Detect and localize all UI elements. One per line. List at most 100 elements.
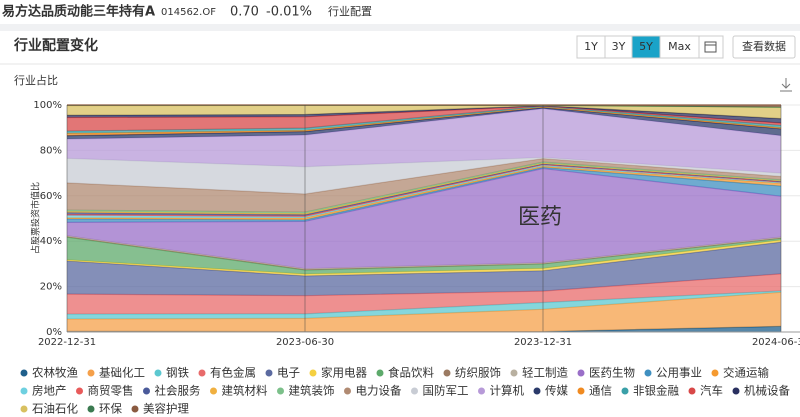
legend-marker[interactable]: [621, 387, 629, 395]
legend-item[interactable]: 电子: [265, 366, 301, 380]
legend-item[interactable]: 电力设备: [344, 384, 402, 398]
legend-label[interactable]: 家用电器: [321, 366, 367, 380]
legend-item[interactable]: 家用电器: [309, 366, 368, 380]
legend-label[interactable]: 建筑装饰: [289, 384, 335, 398]
legend-label[interactable]: 钢铁: [166, 366, 189, 380]
area: [67, 157, 781, 194]
legend-item[interactable]: 公用事业: [644, 366, 703, 380]
legend-marker[interactable]: [210, 387, 217, 395]
legend-marker[interactable]: [198, 369, 206, 377]
legend-item[interactable]: 传媒: [533, 384, 569, 398]
x-tick-label: 2023-06-30: [276, 337, 334, 348]
legend-item[interactable]: 非银金融: [621, 384, 680, 398]
legend-marker[interactable]: [131, 405, 139, 413]
legend-label[interactable]: 建筑材料: [222, 384, 268, 398]
legend-label[interactable]: 纺织服饰: [455, 366, 501, 380]
legend-marker[interactable]: [711, 369, 719, 377]
legend-item[interactable]: 基础化工: [87, 366, 146, 380]
tab[interactable]: 行业配置: [328, 5, 372, 18]
legend-label[interactable]: 通信: [589, 384, 612, 398]
legend-marker[interactable]: [478, 387, 485, 395]
legend-marker[interactable]: [443, 369, 451, 377]
legend-item[interactable]: 机械设备: [732, 384, 791, 398]
legend-label[interactable]: 机械设备: [744, 384, 790, 398]
legend-marker[interactable]: [20, 369, 28, 377]
range-label[interactable]: Max: [668, 40, 691, 53]
legend-item[interactable]: 房地产: [20, 384, 67, 398]
fund-name: 易方达品质动能三年持有A: [2, 4, 155, 20]
legend-label[interactable]: 美容护理: [143, 402, 189, 416]
legend-marker[interactable]: [20, 387, 28, 395]
legend-marker[interactable]: [309, 369, 317, 377]
legend-label[interactable]: 交通运输: [723, 366, 769, 380]
legend-item[interactable]: 钢铁: [154, 366, 190, 380]
legend-item[interactable]: 汽车: [688, 384, 724, 398]
range-label[interactable]: 1Y: [584, 40, 598, 53]
legend-item[interactable]: 轻工制造: [510, 366, 569, 380]
legend-item[interactable]: 医药生物: [577, 366, 636, 380]
range-label[interactable]: 5Y: [639, 40, 653, 53]
legend-label[interactable]: 食品饮料: [388, 366, 434, 380]
legend-label[interactable]: 电力设备: [356, 384, 402, 398]
legend-item[interactable]: 石油石化: [20, 402, 79, 416]
legend-label[interactable]: 环保: [99, 402, 122, 416]
area: [67, 108, 781, 174]
view-data-label[interactable]: 查看数据: [742, 39, 786, 53]
legend-label[interactable]: 房地产: [32, 384, 67, 398]
legend-label[interactable]: 轻工制造: [522, 366, 568, 380]
legend-marker[interactable]: [577, 387, 585, 395]
legend-marker[interactable]: [533, 387, 541, 395]
range-label[interactable]: 3Y: [612, 40, 626, 53]
legend-marker[interactable]: [143, 387, 150, 395]
legend-label[interactable]: 社会服务: [155, 384, 201, 398]
legend-item[interactable]: 农林牧渔: [20, 366, 79, 380]
legend-label[interactable]: 公用事业: [656, 366, 702, 380]
legend-label[interactable]: 医药生物: [589, 366, 635, 380]
legend-item[interactable]: 交通运输: [711, 366, 770, 380]
legend-label[interactable]: 计算机: [490, 384, 525, 398]
legend-label[interactable]: 石油石化: [32, 402, 78, 416]
legend-item[interactable]: 纺织服饰: [443, 366, 502, 380]
legend-marker[interactable]: [688, 387, 696, 395]
legend-marker[interactable]: [577, 369, 585, 377]
legend-label[interactable]: 电子: [277, 366, 300, 380]
legend-marker[interactable]: [510, 369, 518, 377]
y-tick-label: 0%: [46, 327, 62, 338]
legend-marker[interactable]: [376, 369, 384, 377]
legend-item[interactable]: 有色金属: [198, 366, 257, 380]
legend-item[interactable]: 商贸零售: [76, 384, 134, 398]
legend-marker[interactable]: [76, 387, 83, 395]
legend-label[interactable]: 农林牧渔: [32, 366, 78, 380]
nav-change: -0.01%: [266, 5, 312, 20]
legend-marker[interactable]: [644, 369, 652, 377]
legend-marker[interactable]: [732, 387, 740, 395]
legend-marker[interactable]: [87, 369, 95, 377]
legend-label[interactable]: 基础化工: [99, 366, 145, 380]
legend-item[interactable]: 环保: [87, 402, 123, 416]
view-data-button[interactable]: 查看数据: [732, 35, 796, 59]
legend-item[interactable]: 食品饮料: [376, 366, 435, 380]
legend-marker[interactable]: [411, 387, 418, 395]
legend-item[interactable]: 社会服务: [143, 384, 201, 398]
calendar-button[interactable]: [698, 35, 724, 59]
legend-label[interactable]: 非银金融: [633, 384, 679, 398]
download-icon[interactable]: [780, 78, 792, 92]
legend-item[interactable]: 计算机: [478, 384, 524, 398]
legend-item[interactable]: 建筑装饰: [277, 384, 335, 398]
legend-marker[interactable]: [20, 405, 28, 413]
legend-item[interactable]: 美容护理: [131, 402, 190, 416]
legend-item[interactable]: 建筑材料: [210, 384, 268, 398]
legend-marker[interactable]: [265, 369, 273, 377]
legend-marker[interactable]: [154, 369, 162, 377]
legend-label[interactable]: 汽车: [700, 384, 723, 398]
legend-item[interactable]: 通信: [577, 384, 613, 398]
legend-item[interactable]: 国防军工: [411, 384, 469, 398]
legend-marker[interactable]: [344, 387, 351, 395]
legend-marker[interactable]: [277, 387, 284, 395]
legend-label[interactable]: 传媒: [545, 384, 568, 398]
legend-label[interactable]: 国防军工: [423, 384, 469, 398]
legend-label[interactable]: 商贸零售: [88, 384, 134, 398]
legend-label[interactable]: 有色金属: [210, 366, 256, 380]
area-line: [66, 106, 782, 134]
legend-marker[interactable]: [87, 405, 95, 413]
